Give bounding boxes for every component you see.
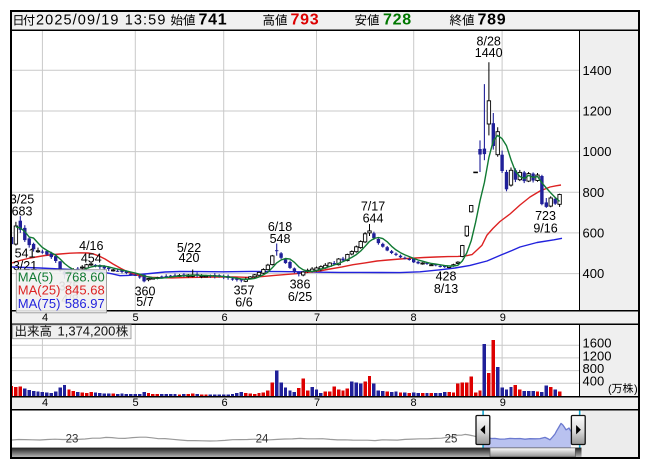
svg-text:723: 723 bbox=[535, 209, 556, 223]
svg-text:800: 800 bbox=[583, 185, 605, 200]
svg-text:793: 793 bbox=[291, 12, 320, 29]
svg-text:5/22: 5/22 bbox=[177, 241, 201, 255]
svg-text:420: 420 bbox=[179, 251, 200, 265]
svg-text:360: 360 bbox=[135, 285, 156, 299]
svg-text:7: 7 bbox=[314, 397, 320, 409]
svg-text:4/16: 4/16 bbox=[79, 239, 103, 253]
svg-text:4: 4 bbox=[42, 312, 48, 324]
svg-text:541: 541 bbox=[15, 247, 36, 261]
svg-text:23: 23 bbox=[66, 434, 79, 446]
svg-text:9/16: 9/16 bbox=[533, 222, 557, 236]
svg-text:6: 6 bbox=[221, 397, 227, 409]
svg-text:7: 7 bbox=[314, 312, 320, 324]
svg-text:2025/09/19 13:59: 2025/09/19 13:59 bbox=[36, 13, 167, 29]
svg-text:1400: 1400 bbox=[583, 63, 612, 78]
svg-text:1440: 1440 bbox=[475, 46, 503, 60]
svg-text:428: 428 bbox=[436, 269, 457, 283]
svg-text:800: 800 bbox=[583, 361, 605, 376]
svg-text:8/13: 8/13 bbox=[434, 282, 458, 296]
svg-text:8: 8 bbox=[410, 397, 416, 409]
svg-text:6/18: 6/18 bbox=[268, 220, 292, 234]
svg-text:MA(5): MA(5) bbox=[18, 269, 53, 284]
svg-text:683: 683 bbox=[12, 205, 33, 219]
svg-text:768.60: 768.60 bbox=[65, 269, 105, 284]
svg-text:845.68: 845.68 bbox=[65, 283, 105, 298]
svg-text:1000: 1000 bbox=[583, 144, 612, 159]
svg-text:1,374,200: 1,374,200 bbox=[58, 324, 116, 339]
svg-text:6/6: 6/6 bbox=[235, 296, 252, 310]
svg-text:MA(25): MA(25) bbox=[18, 283, 61, 298]
svg-text:728: 728 bbox=[383, 12, 412, 29]
svg-text:586.97: 586.97 bbox=[65, 296, 105, 311]
svg-text:3/25: 3/25 bbox=[10, 193, 34, 207]
svg-text:400: 400 bbox=[583, 266, 605, 281]
svg-text:8: 8 bbox=[410, 312, 416, 324]
svg-text:548: 548 bbox=[270, 232, 291, 246]
svg-text:25: 25 bbox=[445, 434, 458, 446]
svg-text:600: 600 bbox=[583, 226, 605, 241]
svg-text:400: 400 bbox=[583, 374, 605, 389]
svg-text:1200: 1200 bbox=[583, 104, 612, 119]
svg-text:6: 6 bbox=[221, 312, 227, 324]
svg-text:8/28: 8/28 bbox=[477, 35, 501, 49]
svg-text:24: 24 bbox=[256, 434, 269, 446]
svg-text:4: 4 bbox=[42, 397, 48, 409]
svg-text:9: 9 bbox=[500, 397, 506, 409]
svg-text:(: ( bbox=[608, 383, 612, 395]
svg-text:7/17: 7/17 bbox=[361, 200, 385, 214]
svg-text:5/7: 5/7 bbox=[136, 295, 153, 309]
svg-text:): ) bbox=[634, 383, 638, 395]
svg-text:386: 386 bbox=[290, 278, 311, 292]
svg-text:454: 454 bbox=[81, 252, 102, 266]
svg-text:1600: 1600 bbox=[583, 336, 612, 351]
svg-text:5: 5 bbox=[132, 397, 138, 409]
svg-text:644: 644 bbox=[363, 211, 384, 225]
svg-text:5: 5 bbox=[132, 312, 138, 324]
svg-text:789: 789 bbox=[478, 12, 507, 29]
svg-text:6/25: 6/25 bbox=[288, 290, 312, 304]
svg-text:9: 9 bbox=[500, 312, 506, 324]
svg-text:1200: 1200 bbox=[583, 348, 612, 363]
svg-text:357: 357 bbox=[234, 283, 255, 297]
svg-text:741: 741 bbox=[199, 12, 228, 29]
svg-text:MA(75): MA(75) bbox=[18, 296, 61, 311]
